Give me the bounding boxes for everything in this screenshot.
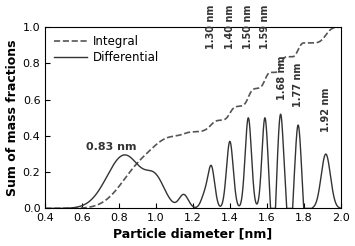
Text: 1.68 nm: 1.68 nm [277, 55, 286, 100]
Line: Differential: Differential [45, 114, 340, 208]
Differential [184, 194, 188, 197]
Text: 1.50 nm: 1.50 nm [243, 5, 253, 49]
Integral [258, 86, 262, 89]
Differential [43, 207, 48, 210]
Y-axis label: Sum of mass fractions: Sum of mass fractions [6, 40, 18, 196]
Integral [167, 136, 171, 138]
Differential [338, 207, 343, 210]
Line: Integral: Integral [45, 27, 340, 208]
Differential [170, 200, 174, 202]
Integral [184, 132, 188, 135]
Text: 1.59 nm: 1.59 nm [260, 5, 270, 49]
X-axis label: Particle diameter [nm]: Particle diameter [nm] [113, 228, 273, 240]
Differential [329, 183, 334, 185]
Text: 1.92 nm: 1.92 nm [321, 88, 331, 132]
Differential [268, 207, 273, 210]
Integral [170, 135, 174, 138]
Integral [315, 41, 319, 44]
Differential [315, 198, 319, 201]
Differential [278, 113, 283, 116]
Integral [329, 27, 334, 30]
Differential [167, 197, 171, 200]
Text: 1.40 nm: 1.40 nm [225, 5, 235, 49]
Legend: Integral, Differential: Integral, Differential [51, 33, 161, 67]
Differential [258, 187, 262, 190]
Text: 0.83 nm: 0.83 nm [86, 142, 136, 153]
Text: 1.30 nm: 1.30 nm [206, 5, 217, 49]
Integral [43, 207, 48, 210]
Integral [338, 26, 343, 29]
Text: 1.77 nm: 1.77 nm [293, 62, 303, 107]
